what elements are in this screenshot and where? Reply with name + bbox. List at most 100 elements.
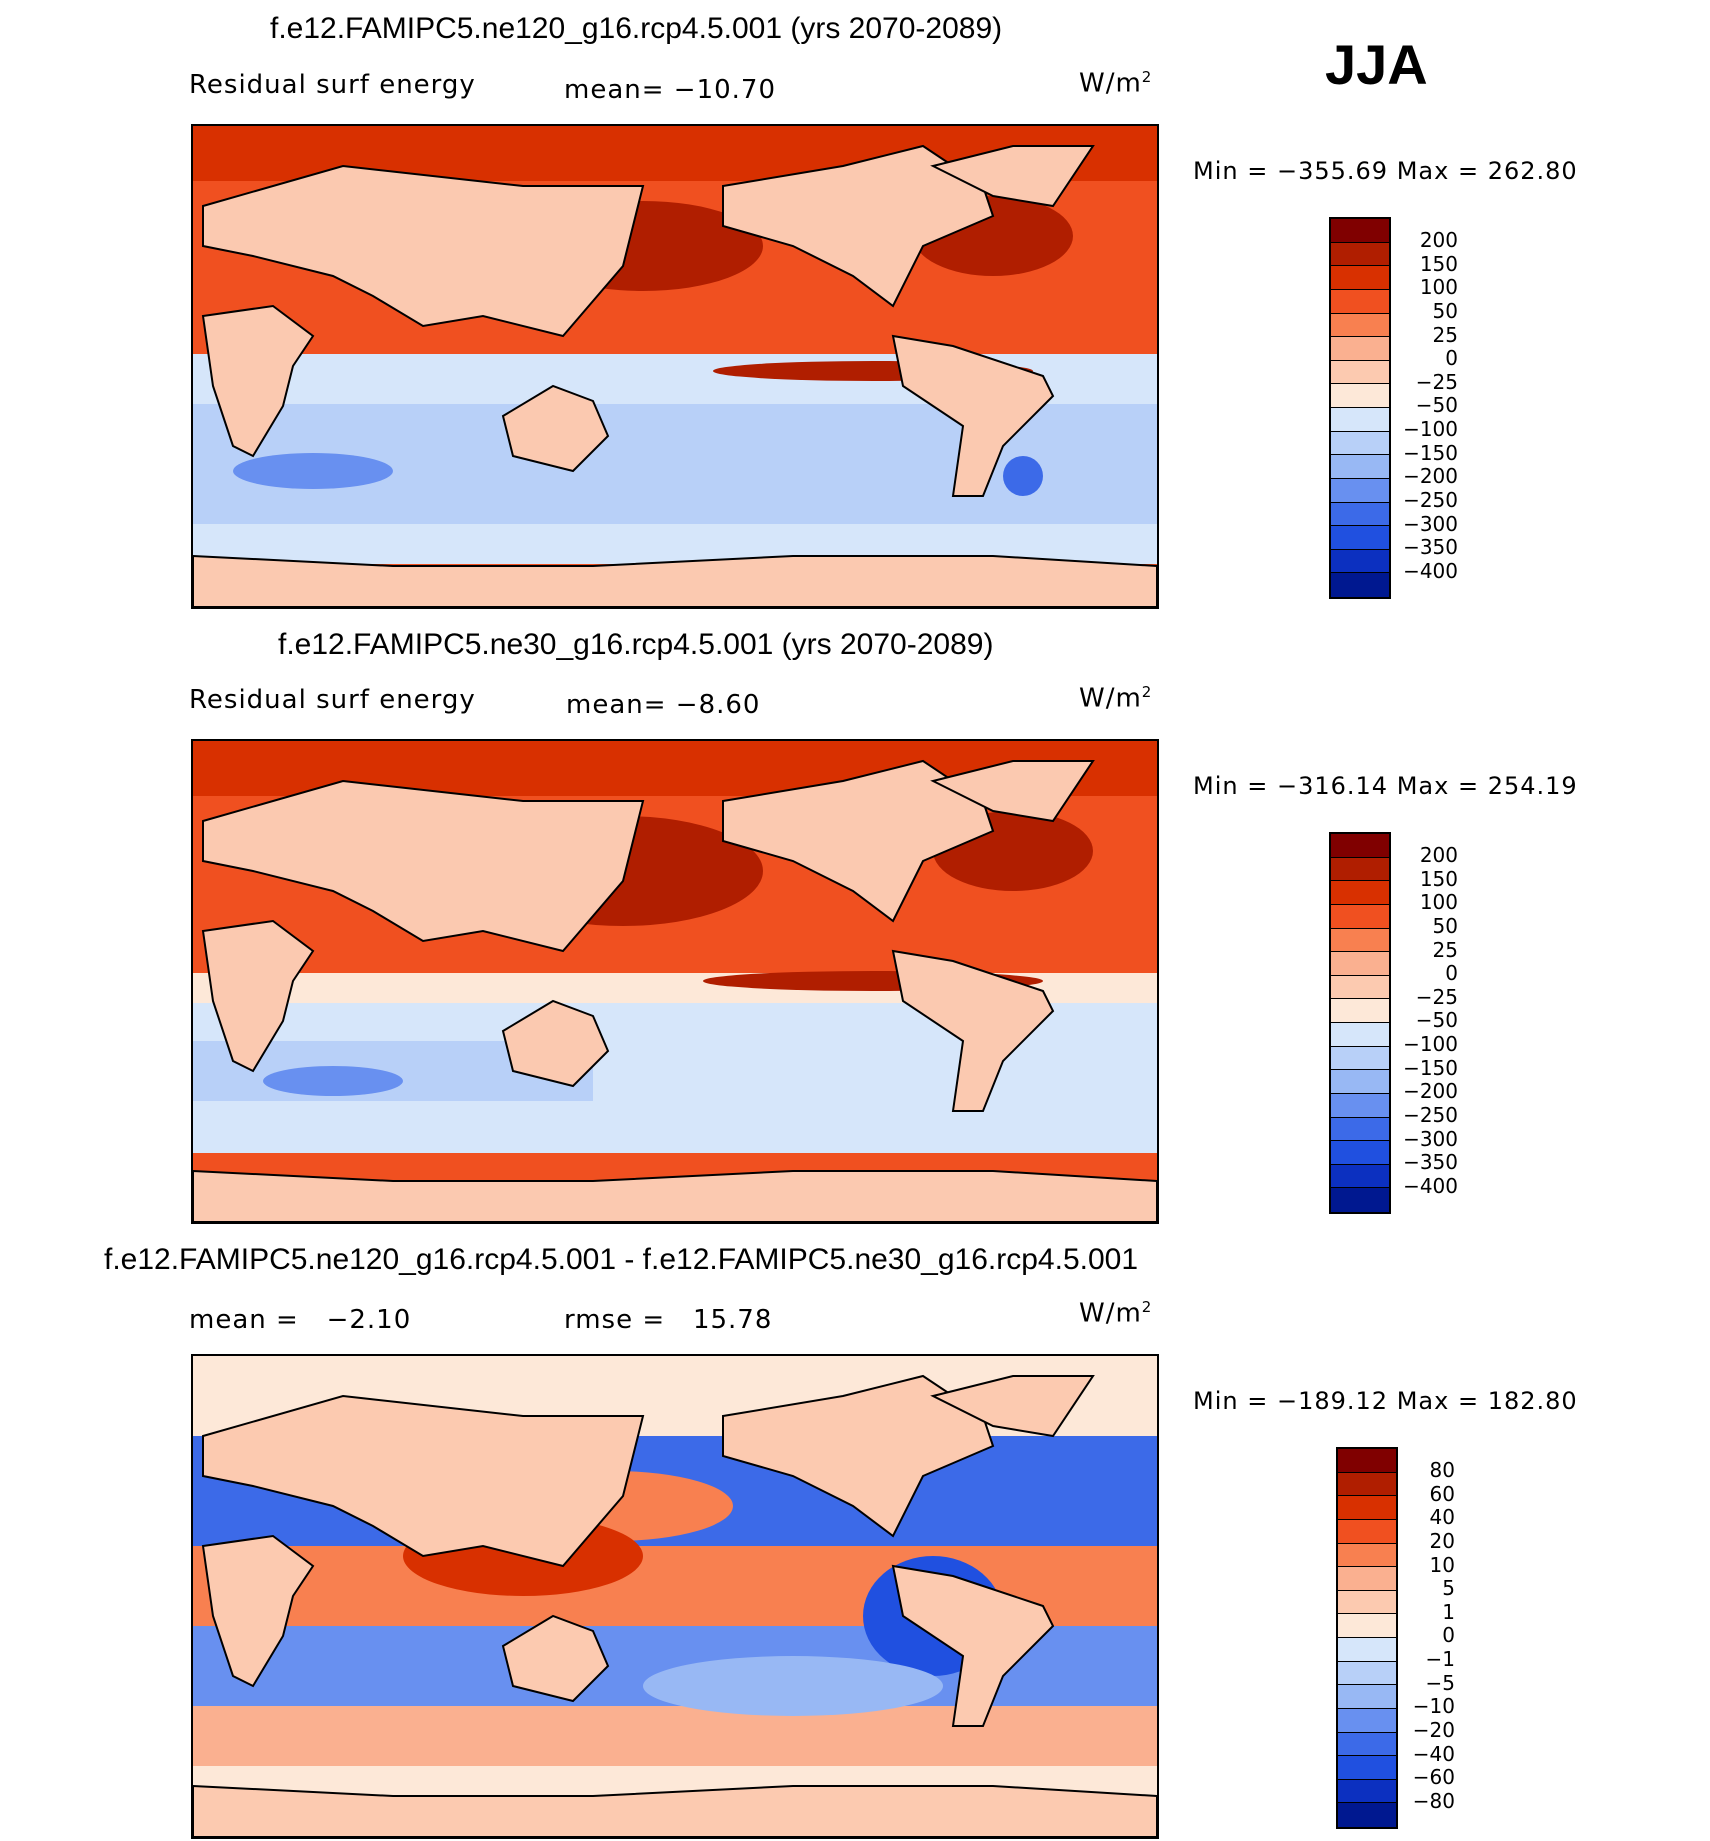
panel1-colorbar (1329, 217, 1391, 599)
colorbar-swatch (1338, 1708, 1396, 1733)
colorbar-swatch (1331, 242, 1389, 267)
colorbar-tick-label: 0 (1442, 1623, 1455, 1648)
colorbar-tick-label: 150 (1419, 866, 1458, 891)
panel3-rmse: rmse = 15.78 (564, 1305, 772, 1335)
panel3-rmse-label: rmse = (564, 1305, 666, 1335)
colorbar-tick-label: 200 (1419, 228, 1458, 252)
colorbar-tick-label: −200 (1403, 464, 1458, 489)
colorbar-swatch (1331, 1070, 1389, 1094)
panel3-map (191, 1354, 1159, 1839)
panel2-mean-label: mean= (566, 690, 667, 720)
panel3-colorbar (1336, 1447, 1398, 1829)
colorbar-swatch (1331, 431, 1389, 456)
colorbar-tick-label: 40 (1429, 1505, 1455, 1530)
panel1-title: f.e12.FAMIPC5.ne120_g16.rcp4.5.001 (yrs … (270, 12, 1003, 45)
colorbar-tick-label: 20 (1429, 1528, 1455, 1553)
colorbar-tick-label: −350 (1403, 535, 1458, 560)
panel3-rmse-value: 15.78 (692, 1305, 773, 1335)
colorbar-swatch (1338, 1732, 1396, 1757)
colorbar-tick-label: −300 (1403, 511, 1458, 536)
colorbar-tick-label: −100 (1403, 1032, 1458, 1056)
colorbar-tick-label: −150 (1403, 440, 1458, 465)
colorbar-swatch (1338, 1590, 1396, 1615)
colorbar-tick-label: 200 (1419, 843, 1458, 867)
panel1-minmax: Min = −355.69 Max = 262.80 (1193, 157, 1578, 185)
panel3-title: f.e12.FAMIPC5.ne120_g16.rcp4.5.001 - f.e… (104, 1243, 1139, 1276)
colorbar-tick-label: 100 (1419, 275, 1458, 300)
colorbar-tick-label: −25 (1415, 984, 1458, 1009)
colorbar-swatch (1331, 289, 1389, 314)
panel1-map-svg (193, 126, 1157, 607)
colorbar-tick-label: −400 (1403, 558, 1458, 583)
colorbar-tick-label: −350 (1403, 1150, 1458, 1175)
colorbar-swatch (1331, 1164, 1389, 1189)
colorbar-tick-label: −400 (1403, 1173, 1458, 1198)
colorbar-swatch (1331, 408, 1389, 432)
colorbar-swatch (1338, 1543, 1396, 1568)
panel2-colorbar (1329, 832, 1391, 1214)
colorbar-swatch (1331, 549, 1389, 574)
colorbar-tick-label: 0 (1445, 961, 1458, 986)
panel1-colorbar-labels: 200 150 100 50 25 0 −25 −50 −100 −150 −200 −250 −300… (1398, 228, 1458, 583)
colorbar-swatch (1338, 1449, 1396, 1473)
colorbar-swatch (1338, 1638, 1396, 1662)
colorbar-tick-label: 5 (1442, 1576, 1455, 1601)
colorbar-swatch (1331, 881, 1389, 905)
colorbar-swatch (1331, 1046, 1389, 1071)
colorbar-tick-label: 25 (1432, 937, 1458, 962)
panel1-min-value: −355.69 (1276, 157, 1389, 185)
colorbar-tick-label: 50 (1432, 913, 1458, 938)
colorbar-swatch (1338, 1472, 1396, 1497)
panel2-map (191, 739, 1159, 1224)
colorbar-swatch (1331, 502, 1389, 527)
colorbar-tick-label: −300 (1403, 1126, 1458, 1151)
panel3-mean-label: mean = (189, 1305, 299, 1335)
panel2-minmax: Min = −316.14 Max = 254.19 (1193, 772, 1578, 800)
colorbar-tick-label: −1 (1425, 1647, 1455, 1671)
colorbar-tick-label: −250 (1403, 487, 1458, 512)
colorbar-tick-label: −100 (1403, 417, 1458, 441)
panel2-map-svg (193, 741, 1157, 1222)
colorbar-tick-label: −10 (1412, 1694, 1455, 1719)
colorbar-swatch (1331, 834, 1389, 858)
colorbar-swatch (1338, 1496, 1396, 1520)
colorbar-tick-label: 80 (1429, 1458, 1455, 1482)
colorbar-swatch (1331, 455, 1389, 479)
colorbar-swatch (1331, 1023, 1389, 1047)
panel1-units: W/m2 (1079, 68, 1153, 99)
panel2-title: f.e12.FAMIPC5.ne30_g16.rcp4.5.001 (yrs 2… (278, 628, 994, 661)
colorbar-tick-label: 25 (1432, 322, 1458, 347)
panel2-max-value: 254.19 (1487, 772, 1578, 800)
colorbar-swatch (1331, 313, 1389, 338)
colorbar-tick-label: −200 (1403, 1079, 1458, 1104)
colorbar-swatch (1338, 1661, 1396, 1686)
colorbar-tick-label: −50 (1415, 393, 1458, 418)
panel1-max-value: 262.80 (1487, 157, 1578, 185)
panel1-mean-label: mean= (564, 75, 665, 105)
colorbar-tick-label: −50 (1415, 1008, 1458, 1033)
colorbar-swatch (1331, 999, 1389, 1023)
colorbar-tick-label: 0 (1445, 346, 1458, 371)
colorbar-tick-label: 150 (1419, 251, 1458, 276)
colorbar-swatch (1331, 975, 1389, 1000)
panel2-mean: mean= −8.60 (566, 690, 760, 720)
colorbar-swatch (1331, 478, 1389, 503)
panel3-mean: mean = −2.10 (189, 1305, 411, 1335)
panel2-mean-value: −8.60 (675, 690, 761, 720)
colorbar-swatch (1331, 1093, 1389, 1118)
colorbar-swatch (1331, 1117, 1389, 1142)
season-label: JJA (1325, 33, 1428, 96)
panel1-mean-value: −10.70 (673, 75, 777, 105)
colorbar-swatch (1338, 1779, 1396, 1804)
colorbar-swatch (1331, 337, 1389, 361)
colorbar-swatch (1331, 857, 1389, 882)
panel2-units: W/m2 (1079, 683, 1153, 714)
colorbar-tick-label: −25 (1415, 369, 1458, 394)
colorbar-tick-label: 60 (1429, 1481, 1455, 1506)
colorbar-swatch (1331, 904, 1389, 929)
colorbar-swatch (1338, 1567, 1396, 1591)
colorbar-swatch (1338, 1756, 1396, 1780)
colorbar-swatch (1331, 219, 1389, 243)
panel2-min-value: −316.14 (1276, 772, 1389, 800)
colorbar-swatch (1331, 573, 1389, 597)
